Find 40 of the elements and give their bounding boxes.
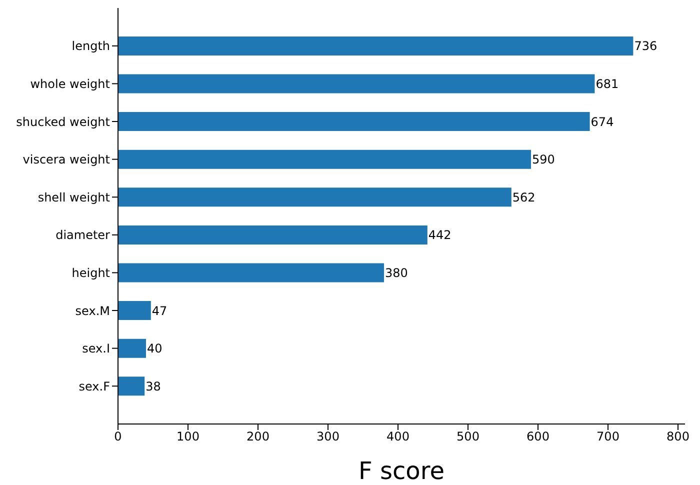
bar [118,150,531,169]
data-label: 674 [590,114,614,129]
x-tick-label: 100 [176,430,200,444]
y-tick-label: whole weight [30,76,110,91]
x-tick-label: 800 [666,430,690,444]
x-tick-label: 400 [386,430,410,444]
bar [118,376,145,396]
y-tick-label: sex.I [82,342,110,356]
x-axis-title: F score [358,457,444,485]
y-tick-label: diameter [56,228,110,242]
data-label: 38 [146,379,161,394]
x-tick-label: 0 [114,430,122,444]
data-label: 380 [385,266,408,280]
y-tick-label: shell weight [38,190,110,204]
y-tick-label: shucked weight [16,114,110,129]
bar [118,338,146,358]
x-tick-label: 600 [526,430,550,444]
y-tick-label: length [72,39,110,54]
data-label: 442 [428,228,452,242]
data-label: 736 [634,39,658,54]
bar [118,74,595,94]
bar [118,263,384,282]
x-tick-label: 500 [456,430,480,444]
data-label: 562 [512,190,536,204]
y-tick-label: viscera weight [22,152,110,167]
x-tick-label: 700 [596,430,620,444]
bar [118,225,428,244]
x-tick-label: 300 [316,430,340,444]
y-tick-label: sex.M [75,304,110,318]
y-tick-label: sex.F [78,379,110,394]
bar [118,188,512,207]
bar [118,112,590,132]
x-tick-label: 200 [246,430,270,444]
data-label: 681 [596,77,619,92]
data-label: 47 [152,304,168,318]
data-label: 40 [147,342,162,356]
bar [118,301,151,320]
bar [118,36,634,56]
y-tick-label: height [72,266,110,280]
data-label: 590 [532,152,555,167]
